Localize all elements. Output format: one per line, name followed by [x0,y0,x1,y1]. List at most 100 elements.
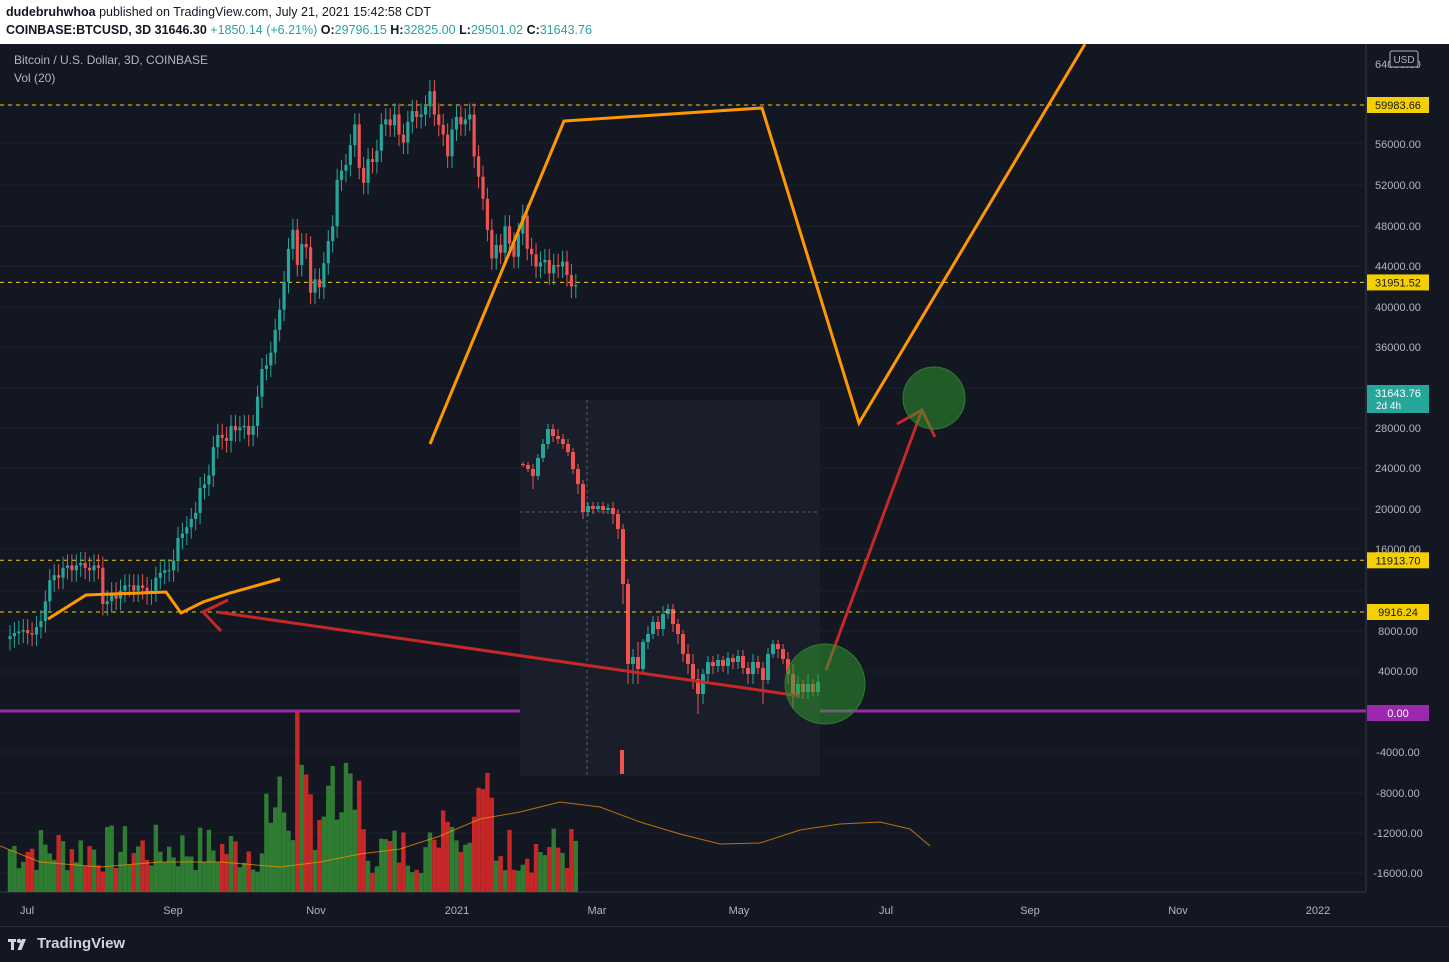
candle-body [472,114,476,157]
candle-body [273,329,277,353]
candle-body [171,560,176,571]
inset-candle-body [691,664,695,679]
candle-body [366,159,370,183]
candle-body [101,567,105,605]
red-trend-line [216,610,801,698]
price-label-text: 59983.66 [1375,100,1421,112]
volume-bar [135,846,141,892]
volume-bar [463,844,468,892]
candle-body [163,570,167,573]
candle-body [167,570,171,572]
volume-bar [427,832,433,892]
time-tick-label: Mar [588,905,607,917]
red-arrowhead-left [200,598,229,633]
candle-body [410,111,414,122]
candle-body [525,215,529,249]
inset-candle-body [581,484,585,512]
candle-body [12,633,17,637]
volume-bar [43,844,48,892]
inset-candle-body [776,644,780,649]
candle-body [353,124,357,146]
price-tick-label: 44000.00 [1375,261,1421,273]
volume-bar [370,872,375,892]
inset-candle-body [656,622,660,629]
price-label-box [1367,274,1429,291]
volume-bar [12,845,17,892]
candle-body [437,114,441,125]
volume-bar [502,870,508,892]
candle-body [295,229,299,265]
candle-body [490,229,494,259]
volume-bar [158,851,163,892]
candle-body [225,437,229,441]
volume-bar [498,856,503,892]
candle-body [362,167,366,183]
inset-candle-body [576,469,580,484]
candle-body [415,111,419,117]
candle-body [406,121,410,143]
currency-box [1389,50,1419,68]
volume-bar [414,869,419,892]
volume-bar [343,762,349,892]
volume-bar [507,829,512,892]
inset-candle-body [696,679,700,694]
candle-body [446,134,450,157]
volume-bar [489,797,495,892]
price-tick-label: 4000.00 [1378,666,1418,678]
volume-bar [149,865,154,892]
price-chart[interactable]: 64000.0056000.0052000.0048000.0044000.00… [0,44,1449,926]
volume-bar [299,764,304,892]
candle-body [233,425,238,431]
price-tick-label: 24000.00 [1375,463,1421,475]
volume-bar [555,847,561,892]
close-label: C: [526,23,540,37]
publish-info: dudebruhwhoa published on TradingView.co… [6,5,431,19]
volume-bar [189,856,194,892]
candle-body [264,365,268,369]
volume-bar [233,841,238,892]
inset-candle-body [721,660,725,666]
inset-candle-body [601,506,605,510]
inset-candle-body [621,529,625,584]
inset-candle-body [771,644,775,654]
volume-bar [538,852,543,892]
volume-bar [16,868,22,892]
inset-candle-body [756,662,760,668]
volume-bar [25,851,30,892]
candle-body [450,129,454,157]
candle-body [300,244,304,265]
volume-bar [171,857,176,892]
inset-candle-body [726,658,730,666]
volume-bar [60,841,66,892]
candle-body [432,91,436,115]
price-tick-label: -12000.00 [1373,828,1423,840]
candle-body [158,572,162,578]
inset-candle-body [746,668,750,674]
candle-body [136,585,140,591]
volume-bar [379,838,384,892]
time-tick-label: 2022 [1306,905,1330,917]
volume-bar [273,807,278,892]
volume-bar [401,832,406,892]
candle-body [384,119,388,125]
published-text: published on TradingView.com, July 21, 2… [99,5,431,19]
price-tick-label: -16000.00 [1373,868,1423,880]
volume-bar [516,870,521,892]
candle-body [114,593,118,599]
volume-bar [202,862,207,892]
volume-bar [436,847,441,892]
volume-bar [348,773,353,892]
inset-candle-body [546,429,550,444]
volume-bar [317,819,322,892]
candle-body [96,565,101,568]
candle-body [463,119,467,125]
inset-candle-body [631,657,635,664]
candle-body [185,527,189,534]
candle-body [494,244,498,259]
author-name[interactable]: dudebruhwhoa [6,5,96,19]
volume-bar [529,872,534,892]
candle-body [220,434,224,438]
candle-body [255,396,260,426]
tradingview-brand[interactable]: TradingView [8,935,125,952]
candle-body [521,215,525,234]
